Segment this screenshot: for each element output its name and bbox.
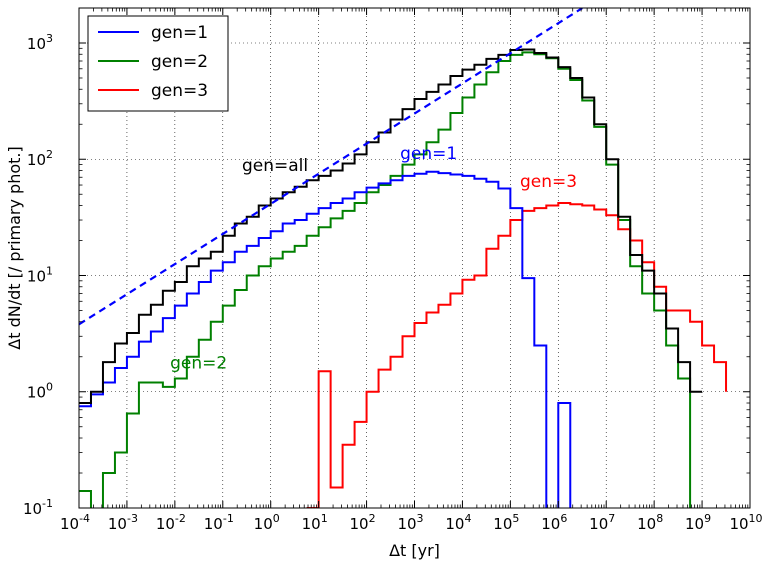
annotations: gen=all gen=1 gen=3 gen=2 <box>170 144 577 373</box>
annotation-gen-all: gen=all <box>242 156 308 176</box>
legend-label: gen=1 <box>151 23 208 43</box>
x-tick-label: 105 <box>493 512 519 533</box>
y-axis-label: Δt dN/dt [/ primary phot.] <box>5 146 24 349</box>
legend-label: gen=3 <box>151 81 208 101</box>
annotation-gen-3: gen=3 <box>520 172 577 192</box>
x-tick-label: 10-1 <box>204 512 234 533</box>
x-tick-label: 1010 <box>729 512 762 533</box>
x-axis-label: Δt [yr] <box>389 541 440 560</box>
x-tick-label: 10-4 <box>60 512 90 533</box>
series-gen-2-line <box>79 51 692 508</box>
x-tick-label: 10-2 <box>156 512 186 533</box>
x-tick-label: 107 <box>589 512 615 533</box>
reference-dashed-line <box>79 8 583 326</box>
x-tick-label: 109 <box>685 512 711 533</box>
reference-line-layer <box>79 8 583 326</box>
legend: gen=1 gen=2 gen=3 <box>87 15 229 112</box>
x-tick-label: 102 <box>350 512 376 533</box>
ticks: 10-4 10-3 10-2 10-1 100 101 102 103 104 105 106 107… <box>23 7 763 533</box>
legend-label: gen=2 <box>151 52 208 72</box>
y-tick-label: 102 <box>27 148 53 169</box>
series-layer <box>79 48 728 508</box>
x-tick-label: 101 <box>302 512 328 533</box>
x-tick-label: 100 <box>254 512 280 533</box>
y-tick-label: 103 <box>27 32 53 53</box>
x-tick-label: 108 <box>637 512 663 533</box>
series-gen-3-line <box>306 202 728 508</box>
series-gen-all-line <box>79 48 703 405</box>
x-tick-label: 104 <box>445 512 471 533</box>
y-tick-label: 10-1 <box>23 497 53 518</box>
y-tick-label: 100 <box>27 381 53 402</box>
series-gen-1-line <box>79 170 572 508</box>
annotation-gen-2: gen=2 <box>170 353 227 373</box>
annotation-gen-1: gen=1 <box>400 144 457 164</box>
x-tick-label: 103 <box>397 512 423 533</box>
x-tick-label: 106 <box>541 512 567 533</box>
x-tick-label: 10-3 <box>108 512 138 533</box>
y-tick-label: 101 <box>27 264 53 285</box>
